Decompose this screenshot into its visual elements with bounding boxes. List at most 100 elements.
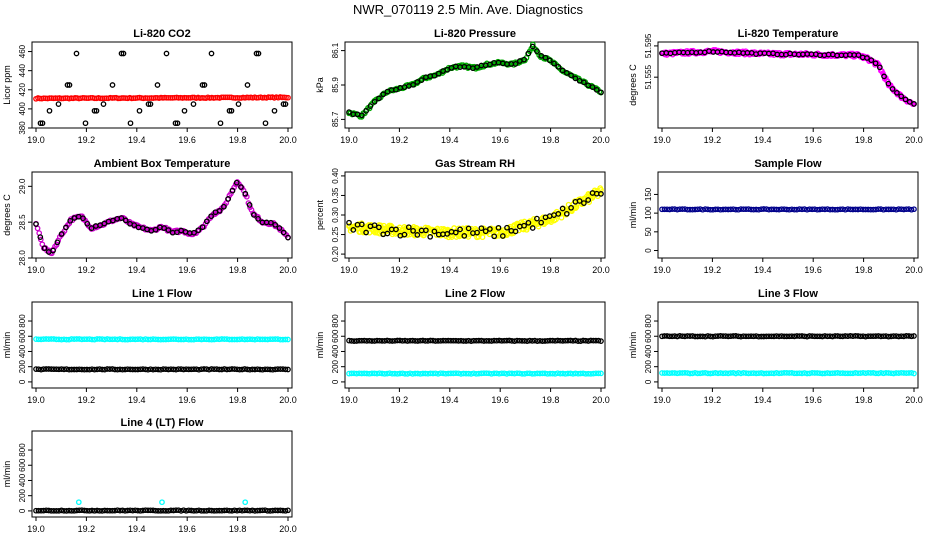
- data-point: [890, 206, 897, 213]
- data-point: [218, 507, 225, 514]
- data-point: [282, 507, 289, 514]
- data-point: [875, 206, 882, 212]
- data-point: [748, 333, 754, 340]
- data-point: [855, 206, 861, 213]
- y-axis-label: ml/min: [315, 332, 325, 359]
- y-tick-label: 29.0: [18, 178, 27, 194]
- data-point: [730, 206, 737, 213]
- data-point: [280, 101, 287, 107]
- data-point: [188, 507, 195, 514]
- data-point: [488, 338, 495, 344]
- data-point: [834, 370, 841, 376]
- data-point: [850, 206, 856, 213]
- data-point: [898, 333, 905, 340]
- data-point: [430, 370, 436, 377]
- data-point: [246, 336, 253, 343]
- data-point: [496, 337, 503, 344]
- data-point: [267, 508, 274, 514]
- data-point: [264, 507, 271, 514]
- data-point: [760, 370, 767, 377]
- data-point: [367, 103, 374, 109]
- data-point: [559, 338, 566, 344]
- data-point: [224, 336, 230, 342]
- data-point: [699, 333, 706, 340]
- data-point: [832, 333, 838, 339]
- data-point: [173, 366, 179, 373]
- x-tick-label: 19.8: [229, 265, 247, 275]
- y-axis-label: ml/min: [628, 202, 638, 229]
- data-point: [363, 338, 370, 344]
- data-point: [888, 206, 894, 213]
- x-tick-label: 19.0: [340, 395, 358, 405]
- data-point: [66, 366, 72, 373]
- data-point: [386, 370, 393, 377]
- data-point: [394, 370, 401, 377]
- x-tick-label: 19.4: [754, 395, 772, 405]
- data-point: [221, 203, 227, 210]
- data-point: [587, 370, 594, 377]
- data-point: [842, 370, 849, 377]
- data-point: [788, 333, 795, 340]
- data-point: [208, 366, 215, 372]
- data-point: [238, 184, 244, 190]
- data-point: [590, 370, 597, 377]
- data-point: [371, 222, 378, 229]
- data-point: [844, 206, 851, 212]
- data-point: [262, 507, 268, 514]
- x-tick-label: 19.8: [542, 395, 560, 405]
- data-point: [43, 366, 50, 372]
- data-point: [67, 217, 74, 224]
- data-point: [122, 507, 128, 514]
- data-point: [707, 206, 714, 213]
- data-point: [112, 336, 118, 343]
- data-point: [514, 337, 520, 344]
- x-tick-label: 19.0: [653, 135, 671, 145]
- data-point: [152, 336, 159, 343]
- data-point: [140, 366, 146, 372]
- y-tick-label: 400: [18, 102, 27, 116]
- data-point: [89, 507, 95, 514]
- data-point: [66, 507, 72, 514]
- data-point: [175, 366, 182, 372]
- data-point: [463, 338, 469, 344]
- data-point: [682, 206, 688, 212]
- data-point: [124, 507, 131, 514]
- data-point: [487, 226, 493, 232]
- data-point: [771, 370, 777, 377]
- data-point: [885, 80, 892, 87]
- data-point: [430, 337, 436, 344]
- data-point: [850, 333, 856, 340]
- data-point: [771, 206, 777, 213]
- data-point: [391, 337, 398, 344]
- data-point: [190, 336, 197, 343]
- data-point: [867, 370, 874, 376]
- data-point: [442, 337, 449, 344]
- data-point: [218, 336, 225, 342]
- data-point: [374, 337, 380, 344]
- data-point: [38, 507, 44, 514]
- data-point: [481, 370, 487, 377]
- data-point: [445, 370, 452, 377]
- data-point: [669, 333, 676, 340]
- y-axis-label: degrees C: [2, 194, 12, 236]
- y-tick-label: 85.9: [331, 77, 340, 93]
- data-point: [544, 370, 551, 377]
- data-point: [590, 337, 597, 344]
- data-point: [407, 337, 413, 344]
- data-point: [64, 82, 71, 88]
- data-point: [811, 333, 818, 340]
- data-point: [534, 215, 540, 222]
- plot-frame: [31, 301, 293, 389]
- data-point: [203, 336, 210, 343]
- data-point: [285, 234, 291, 241]
- y-tick-label: 800: [18, 443, 27, 457]
- data-point: [369, 370, 375, 377]
- data-point: [771, 333, 777, 340]
- data-point: [727, 206, 734, 213]
- x-tick-label: 19.0: [653, 395, 671, 405]
- data-point: [781, 206, 788, 213]
- data-point: [794, 333, 800, 339]
- data-point: [127, 366, 134, 373]
- data-point: [478, 370, 485, 377]
- data-point: [483, 370, 490, 377]
